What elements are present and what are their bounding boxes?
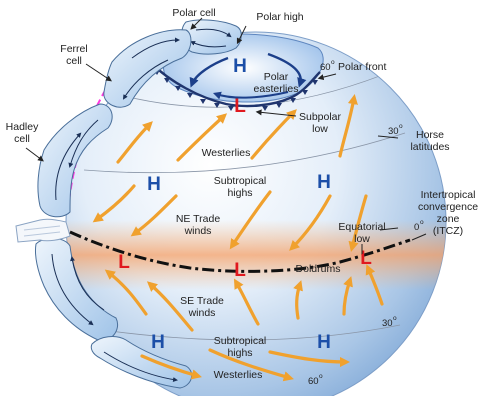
label-horse-latitudes-line1: Horse: [416, 129, 444, 141]
se-trade-arrow: [233, 278, 260, 326]
westerly-arrow-south: [140, 354, 202, 380]
label-lat-30n: 30: [388, 126, 399, 137]
label-polar-easterlies-line2: easterlies: [254, 83, 299, 95]
label-westerlies-north: Westerlies: [202, 147, 251, 159]
polar-easterly-arrow: [212, 91, 289, 100]
ne-trade-arrow: [130, 194, 178, 237]
equatorial-glow-band: [66, 220, 446, 290]
westerly-arrow: [176, 113, 228, 162]
se-trade-arrow: [104, 269, 148, 316]
label-hadley-cell-line2: cell: [14, 133, 30, 145]
subtropical-high-symbol-south-east: H: [317, 332, 331, 353]
label-subtropical-highs-south-line1: Subtropical: [214, 335, 267, 347]
latitude-line-30s: [69, 324, 401, 341]
se-trade-arrow: [293, 280, 303, 320]
label-ferrel-cell-line2: cell: [66, 55, 82, 67]
label-hadley-cell-line1: Hadley: [6, 121, 39, 133]
label-lat-60s: 60: [308, 376, 319, 387]
polar-high-flow-arrow: [189, 56, 229, 88]
se-trade-arrow: [342, 276, 353, 316]
leader-lines: [25, 17, 427, 254]
ne-trade-arrow: [289, 194, 332, 251]
label-itcz-line1: Intertropical: [421, 189, 476, 201]
subtropical-high-symbol-east: H: [317, 172, 331, 193]
ne-trade-arrow: [348, 194, 368, 252]
itcz-line: [69, 230, 411, 273]
ne-trade-arrow: [229, 190, 272, 250]
se-trade-arrow: [365, 264, 384, 306]
label-equatorial-low-line1: Equatorial: [338, 221, 385, 233]
label-lat-60n: 60: [320, 62, 331, 73]
subtropical-high-symbol-south-west: H: [151, 332, 165, 353]
polar-front-line: [149, 61, 321, 111]
text-labels: Polar cell Ferrel cell Hadley cell Polar…: [6, 7, 479, 387]
label-ne-trade-line1: NE Trade: [176, 213, 221, 225]
label-westerlies-south: Westerlies: [214, 369, 263, 381]
label-itcz-line3: zone: [437, 213, 460, 225]
label-subpolar-low-line1: Subpolar: [299, 111, 342, 123]
label-polar-front: Polar front: [338, 61, 387, 73]
label-lat-0: 0: [414, 222, 419, 233]
label-lat-0-degree: o: [420, 219, 424, 226]
label-subpolar-low-line2: low: [312, 123, 328, 135]
subtropical-high-symbol-west: H: [147, 174, 161, 195]
westerly-arrow: [250, 109, 297, 160]
pressure-symbols: H L H H L L L H H: [118, 56, 372, 353]
equatorial-low-symbol-west: L: [118, 252, 130, 273]
label-lat-30n-degree: o: [399, 123, 403, 130]
ne-trade-arrow: [92, 184, 136, 223]
ferrel-cell-south: [90, 336, 193, 389]
label-ferrel-cell-line1: Ferrel: [60, 43, 87, 55]
label-subtropical-highs-north-line2: highs: [227, 187, 252, 199]
label-doldrums: Doldrums: [296, 263, 341, 275]
polar-high-flow-arrow-2: [267, 52, 307, 88]
label-se-trade-line2: winds: [188, 307, 216, 319]
label-lat-30s: 30: [382, 318, 393, 329]
label-itcz-line2: convergence: [418, 201, 478, 213]
se-trade-arrow: [146, 281, 194, 332]
label-polar-easterlies-line1: Polar: [264, 71, 289, 83]
westerly-arrow: [116, 121, 153, 164]
itcz-cloud: [15, 218, 71, 243]
label-se-trade-line1: SE Trade: [180, 295, 224, 307]
label-lat-60s-degree: o: [319, 373, 323, 380]
label-polar-cell: Polar cell: [172, 7, 215, 19]
westerly-arrow-south: [208, 348, 294, 382]
label-subtropical-highs-south-line2: highs: [227, 347, 252, 359]
hadley-cell-north: [37, 103, 113, 218]
label-lat-60n-degree: o: [331, 59, 335, 66]
hadley-cell-south: [35, 237, 118, 342]
label-ne-trade-line2: winds: [184, 225, 212, 237]
label-polar-high: Polar high: [256, 11, 303, 23]
ferrel-cell: [103, 29, 192, 108]
label-subtropical-highs-north-line1: Subtropical: [214, 175, 267, 187]
wind-arrows: [92, 93, 384, 382]
westerly-arrow: [338, 93, 358, 158]
label-equatorial-low-line2: low: [354, 233, 370, 245]
equatorial-low-symbol-east: L: [360, 248, 372, 269]
label-horse-latitudes-line2: latitudes: [410, 141, 449, 153]
latitude-line-30n: [83, 132, 406, 174]
equatorial-low-symbol-center: L: [234, 260, 246, 281]
label-itcz-line4: (ITCZ): [433, 225, 463, 237]
polar-high-symbol: H: [233, 56, 247, 77]
subpolar-low-symbol: L: [234, 96, 246, 117]
westerly-arrow-south: [268, 350, 351, 368]
label-lat-30s-degree: o: [393, 315, 397, 322]
